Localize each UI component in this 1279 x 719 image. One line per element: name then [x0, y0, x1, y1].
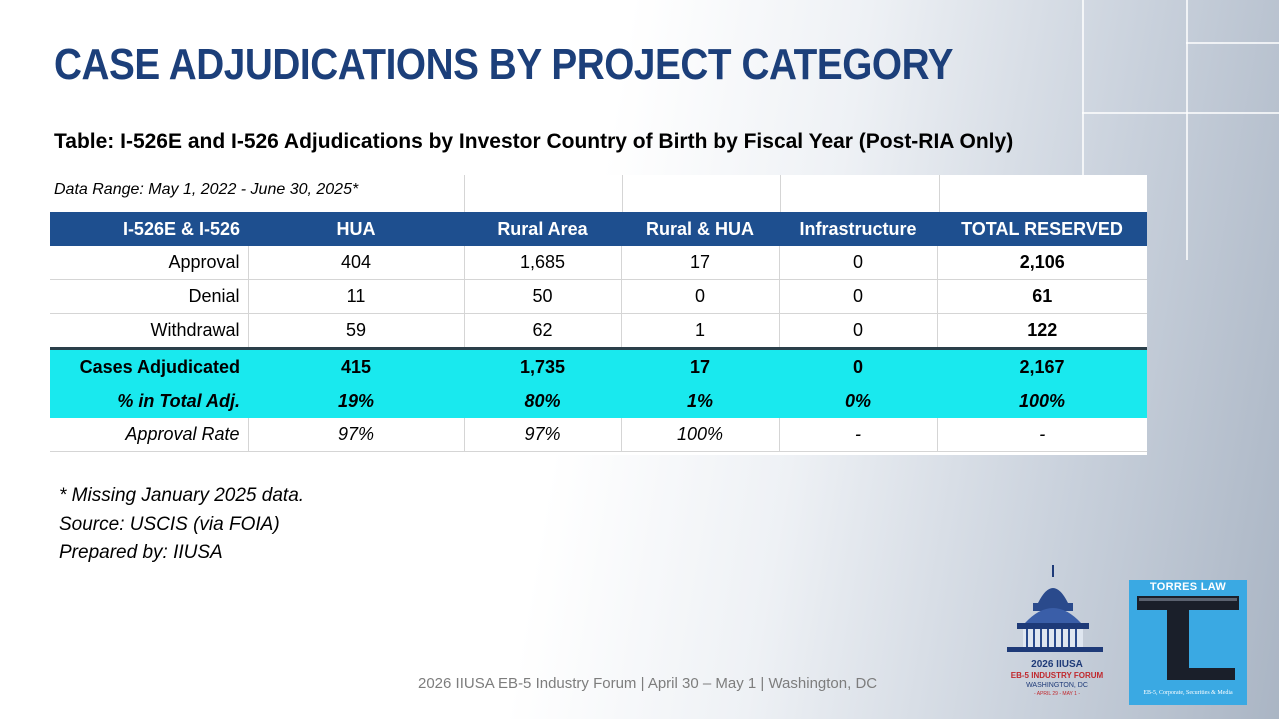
- table-cell: 1%: [621, 384, 779, 418]
- decor-line: [1186, 0, 1188, 260]
- row-label: Cases Adjudicated: [50, 347, 248, 384]
- iiusa-logo-line4: - APRIL 29 - MAY 1 -: [1034, 691, 1080, 697]
- table-cell: 50: [464, 279, 622, 314]
- footnotes: * Missing January 2025 data. Source: USC…: [59, 482, 304, 568]
- table-cell: 0: [779, 313, 938, 349]
- table-header-row: I-526E & I-526 HUA Rural Area Rural & HU…: [50, 212, 1147, 246]
- table-row-approval-rate: Approval Rate 97% 97% 100% - -: [50, 418, 1147, 452]
- footnote-source: Source: USCIS (via FOIA): [59, 513, 280, 535]
- table-cell: -: [779, 418, 938, 452]
- table-cell: 2,167: [937, 347, 1147, 384]
- table-cell: 415: [248, 347, 464, 384]
- torres-logo-tagline: EB-5, Corporate, Securities & Media: [1143, 690, 1233, 696]
- table-caption: Table: I-526E and I-526 Adjudications by…: [54, 130, 1014, 153]
- header-hua: HUA: [248, 212, 464, 246]
- table-cell: 97%: [464, 418, 622, 452]
- iiusa-logo-line3: WASHINGTON, DC: [1026, 682, 1088, 689]
- row-label: Withdrawal: [50, 313, 249, 349]
- table-cell: 2,106: [937, 246, 1147, 280]
- torres-monogram-icon: [1137, 596, 1239, 680]
- column-divider: [623, 175, 781, 212]
- table-cell: 97%: [248, 418, 465, 452]
- table-row: Withdrawal 59 62 1 0 122: [50, 313, 1147, 349]
- decor-line: [1186, 42, 1279, 44]
- table-row: Denial 11 50 0 0 61: [50, 279, 1147, 314]
- table-cell: 1,735: [464, 347, 621, 384]
- header-category: I-526E & I-526: [50, 212, 248, 246]
- table-cell: 122: [937, 313, 1147, 349]
- adjudications-table: I-526E & I-526 HUA Rural Area Rural & HU…: [50, 212, 1147, 452]
- row-label: Approval Rate: [50, 418, 249, 452]
- row-label: % in Total Adj.: [50, 384, 248, 418]
- torres-law-logo: TORRES LAW EB-5, Corporate, Securities &…: [1129, 580, 1247, 705]
- torres-logo-name: TORRES LAW: [1149, 581, 1227, 593]
- table-cell: 1,685: [464, 246, 622, 280]
- table-cell: 0: [621, 279, 780, 314]
- table-cell: 1: [621, 313, 780, 349]
- table-cell: 0%: [779, 384, 937, 418]
- table-cell: 100%: [937, 384, 1147, 418]
- iiusa-logo-line2: EB-5 INDUSTRY FORUM: [1011, 671, 1104, 680]
- table-row-total: Cases Adjudicated 415 1,735 17 0 2,167: [50, 347, 1147, 384]
- data-range-note: Data Range: May 1, 2022 - June 30, 2025*: [54, 181, 359, 198]
- header-rural-area: Rural Area: [464, 212, 621, 246]
- decor-line: [1082, 0, 1084, 300]
- table-cell: 59: [248, 313, 465, 349]
- column-divider: [465, 175, 623, 212]
- row-label: Approval: [50, 246, 249, 280]
- row-label: Denial: [50, 279, 249, 314]
- footnote-missing-data: * Missing January 2025 data.: [59, 485, 305, 506]
- table-row-percent: % in Total Adj. 19% 80% 1% 0% 100%: [50, 384, 1147, 418]
- table-cell: 62: [464, 313, 622, 349]
- decor-line: [1082, 112, 1279, 114]
- header-total-reserved: TOTAL RESERVED: [937, 212, 1147, 246]
- table-cell: 0: [779, 347, 937, 384]
- table-row: Approval 404 1,685 17 0 2,106: [50, 246, 1147, 280]
- table-cell: 19%: [248, 384, 464, 418]
- table-cell: 11: [248, 279, 465, 314]
- table-cell: 80%: [464, 384, 621, 418]
- table-cell: 0: [779, 279, 938, 314]
- slide-title: CASE ADJUDICATIONS BY PROJECT CATEGORY: [54, 40, 954, 89]
- table-cell: 17: [621, 347, 779, 384]
- table-cell: 17: [621, 246, 780, 280]
- table-cell: 100%: [621, 418, 780, 452]
- iiusa-logo-line1: 2026 IIUSA: [1031, 659, 1083, 670]
- slide-footer: 2026 IIUSA EB-5 Industry Forum | April 3…: [418, 675, 878, 692]
- table-cell: 0: [779, 246, 938, 280]
- header-infrastructure: Infrastructure: [779, 212, 937, 246]
- table-cell: 404: [248, 246, 465, 280]
- column-divider: [50, 175, 465, 212]
- table-cell: 61: [937, 279, 1147, 314]
- table-cell: -: [937, 418, 1147, 452]
- column-divider: [781, 175, 940, 212]
- header-rural-hua: Rural & HUA: [621, 212, 779, 246]
- footnote-prepared-by: Prepared by: IIUSA: [59, 542, 223, 563]
- iiusa-forum-logo: 2026 IIUSA EB-5 INDUSTRY FORUM WASHINGTO…: [1007, 565, 1104, 697]
